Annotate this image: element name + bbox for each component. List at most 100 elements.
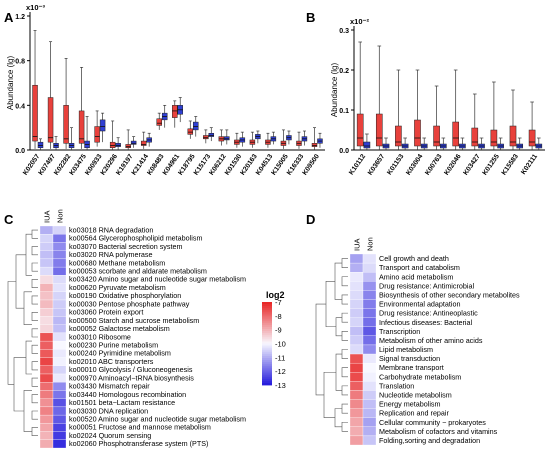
heatmap-cell [39, 291, 54, 301]
heatmap-cell [39, 414, 54, 424]
heatmap-row-label: ko00564 Glycerophospholipid metabolism [69, 234, 202, 243]
heatmap-row-label: Cell growth and death [379, 254, 449, 263]
legend-swatch [262, 353, 272, 357]
legend-swatch [262, 347, 272, 351]
legend-swatch [262, 320, 272, 324]
heatmap-cell [39, 349, 54, 358]
heatmap-row-label: Energy metabolism [379, 400, 441, 409]
legend-tick-label: -13 [275, 381, 286, 390]
heatmap-cell [349, 290, 364, 300]
box [375, 113, 383, 147]
heatmap-cell [39, 406, 54, 416]
legend-swatch [262, 335, 272, 338]
category-label: K00763 [424, 153, 444, 177]
heatmap-cell [52, 283, 67, 292]
heatmap-cell [39, 299, 54, 309]
heatmap-cell [52, 340, 67, 350]
legend-swatch [262, 326, 272, 330]
category-label: K02111 [520, 153, 539, 176]
box [187, 128, 194, 135]
heatmap-cell [362, 344, 377, 355]
category-label: K10112 [348, 153, 367, 176]
legend-swatch [262, 312, 272, 315]
y-axis-title: Abundance (lg) [6, 56, 15, 111]
heatmap-row-label: Drug resistance: Antimicrobial [379, 281, 474, 290]
heatmap-cell [349, 399, 364, 409]
heatmap-cell [52, 225, 67, 235]
category-label: K02046 [443, 153, 463, 177]
legend-swatch [262, 302, 272, 305]
heatmap-row-label: ko00190 Oxidative phosphorylation [69, 291, 181, 300]
heatmap-cell [52, 414, 67, 424]
heatmap-row-label: Nucleotide metabolism [379, 391, 452, 400]
heatmap-cell [349, 417, 364, 427]
heatmap-cell [349, 308, 364, 318]
panel-letter-a: A [4, 10, 14, 25]
heatmap-cell [349, 426, 364, 437]
heatmap-row-label: Environmental adaptation [379, 300, 461, 309]
legend-title: log2 [266, 290, 285, 300]
heatmap-cell [349, 272, 364, 282]
box [356, 113, 364, 147]
heatmap-cell [39, 439, 54, 449]
heatmap-cell [39, 431, 54, 440]
box [78, 110, 85, 144]
box [471, 127, 479, 147]
heatmap-cell [52, 406, 67, 416]
heatmap-cell [362, 390, 377, 400]
legend-swatch [262, 349, 272, 353]
box [32, 84, 38, 142]
heatmap-cell [362, 281, 377, 291]
heatmap-cell [362, 317, 377, 327]
legend-swatch [262, 324, 272, 328]
box [125, 144, 131, 149]
legend-swatch [262, 345, 272, 349]
heatmap-cell [52, 308, 67, 317]
y-tick-label: 0.4 [15, 103, 25, 110]
heatmap-cell [52, 242, 67, 251]
legend-swatch [262, 351, 272, 355]
heatmap-row-label: ko00680 Methane metabolism [69, 258, 165, 267]
heatmap-cell [39, 242, 54, 251]
heatmap-row-label: ko00620 Pyruvate metabolism [69, 283, 166, 292]
y-axis-title: Abundance (lg) [330, 63, 339, 118]
heatmap-cell [39, 324, 54, 334]
heatmap-cell [349, 362, 364, 373]
heatmap-row-label: Lipid metabolism [379, 345, 433, 354]
heatmap-cell [39, 340, 54, 350]
heatmap-cell [39, 390, 54, 399]
heatmap-cell [39, 332, 54, 342]
heatmap-cell [52, 390, 67, 399]
panel-letter-b: B [306, 10, 315, 25]
box [433, 125, 440, 147]
legend-swatch [262, 343, 272, 346]
heatmap-cell [39, 275, 54, 284]
legend-swatch [262, 372, 272, 376]
heatmap-row-label: Drug resistance: Antineoplastic [379, 309, 478, 318]
heatmap-row-label: Signal transduction [379, 354, 440, 363]
legend-swatch [262, 337, 272, 340]
heatmap-cell [362, 335, 377, 346]
heatmap-cell [362, 435, 377, 446]
heatmap-cell [362, 299, 377, 309]
box [452, 121, 459, 147]
heatmap-row-label: Carbohydrate metabolism [379, 372, 461, 381]
heatmap-cell [349, 335, 364, 346]
heatmap-row-label: ko03018 RNA degradation [69, 225, 153, 234]
heatmap-cell [52, 275, 67, 284]
heatmap-cell [52, 431, 67, 440]
heatmap-row-label: ko03010 Ribosome [69, 332, 131, 341]
heatmap-cell [39, 266, 54, 276]
heatmap-cell [39, 365, 54, 375]
legend-swatch [262, 364, 272, 367]
y-tick-label: 0.2 [339, 68, 349, 75]
box [63, 105, 69, 144]
box [47, 97, 54, 143]
legend-tick-label: -12 [275, 367, 286, 376]
heatmap-cell [39, 382, 54, 391]
legend-swatch [262, 366, 272, 369]
heatmap-row-label: ko00970 Aminoacyl−tRNA biosynthesis [69, 373, 194, 382]
